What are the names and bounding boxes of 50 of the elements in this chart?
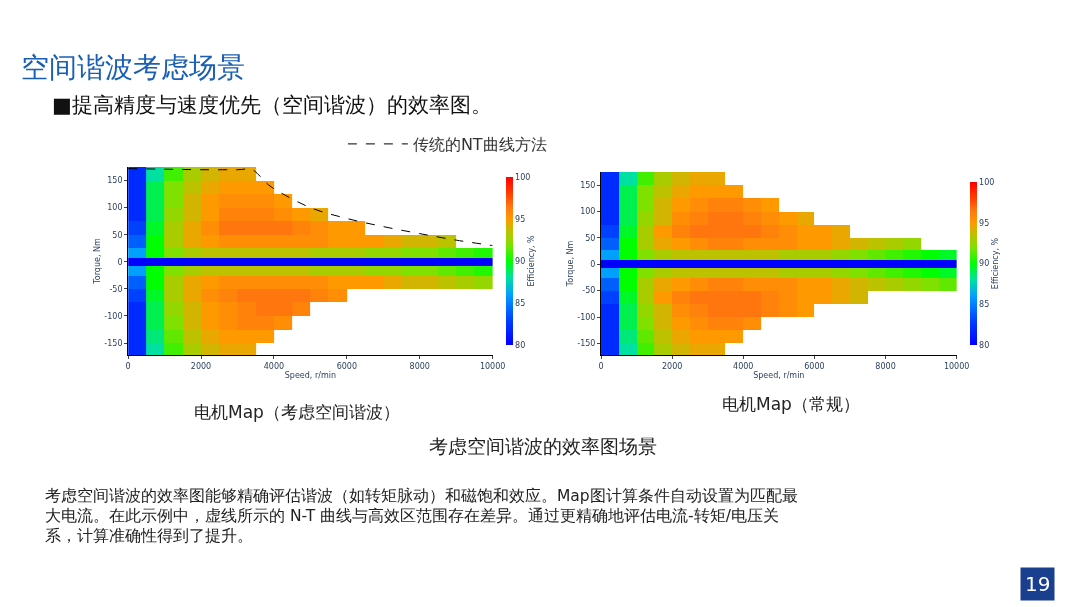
color-bar-label: 90 bbox=[979, 259, 990, 269]
color-bar-label: 100 bbox=[515, 172, 531, 182]
y-tick-label: 100 bbox=[580, 207, 596, 217]
x-tick-label: 0 bbox=[125, 361, 131, 371]
x-tick-label: 4000 bbox=[263, 361, 285, 371]
color-bar-label: 85 bbox=[979, 300, 990, 310]
color-bar-label: 85 bbox=[515, 298, 526, 308]
y-tick-label: 0 bbox=[590, 260, 596, 270]
x-axis-title: Speed, r/min bbox=[284, 370, 336, 380]
text: 电机Map（常规） bbox=[722, 394, 860, 414]
text: 19 bbox=[1025, 572, 1051, 596]
x-tick-label: 6000 bbox=[336, 361, 358, 371]
color-bar-label: 80 bbox=[979, 340, 990, 350]
color-bar-label: 95 bbox=[979, 218, 990, 228]
chart-subtitle: ■提高精度与速度优先（空间谐波）的效率图。 bbox=[52, 93, 492, 117]
legend-label: 传统的NT曲线方法 bbox=[412, 135, 547, 155]
y-tick-label: 50 bbox=[112, 230, 123, 240]
chart-title: 空间谐波考虑场景 bbox=[21, 51, 245, 84]
x-tick-label: 0 bbox=[598, 361, 604, 371]
y-tick-label: -100 bbox=[104, 311, 123, 321]
y-tick-label: 150 bbox=[580, 180, 596, 190]
color-bar-label: 95 bbox=[515, 214, 526, 224]
color-bar-title: Efficiency, % bbox=[527, 235, 537, 287]
y-tick-label: 150 bbox=[107, 176, 123, 186]
y-tick-label: 50 bbox=[585, 233, 596, 243]
y-tick-label: 100 bbox=[107, 203, 123, 213]
x-tick-label: 6000 bbox=[804, 361, 825, 371]
color-bar-label: 90 bbox=[515, 256, 526, 266]
text: 电机Map（考虑空间谐波） bbox=[194, 402, 400, 422]
y-tick-label: -150 bbox=[104, 338, 123, 348]
text: 考虑空间谐波的效率图场景 bbox=[429, 435, 657, 457]
y-tick-label: -150 bbox=[577, 339, 596, 349]
x-tick-label: 10000 bbox=[479, 361, 506, 371]
x-tick-label: 4000 bbox=[733, 361, 754, 371]
y-axis-title: Torque, Nm bbox=[93, 238, 103, 285]
x-tick-label: 2000 bbox=[661, 361, 683, 371]
x-axis-title: Speed, r/min bbox=[753, 370, 805, 380]
x-tick-label: 2000 bbox=[190, 361, 212, 371]
y-tick-label: -50 bbox=[109, 284, 123, 294]
color-bar-title: Efficiency, % bbox=[991, 237, 1001, 290]
x-tick-label: 10000 bbox=[943, 361, 970, 371]
x-tick-label: 8000 bbox=[875, 361, 896, 371]
y-tick-label: 0 bbox=[117, 257, 123, 267]
y-tick-label: -100 bbox=[577, 312, 596, 322]
color-bar-label: 80 bbox=[515, 340, 526, 350]
x-tick-label: 8000 bbox=[409, 361, 430, 371]
color-bar-label: 100 bbox=[979, 177, 995, 187]
text: 考虑空间谐波的效率图能够精确评估谐波（如转矩脉动）和磁饱和效应。Map图计算条件自动设置为匹配最大电流。在此示例中，虚线所示的 N-T 曲线与高效区范围存在差异。通过更精确地评估电流-转矩/电压关系，计算准确性得到了提升。 bbox=[45, 487, 798, 546]
y-axis-title: Torque, Nm bbox=[565, 240, 575, 288]
y-tick-label: -50 bbox=[582, 286, 596, 296]
